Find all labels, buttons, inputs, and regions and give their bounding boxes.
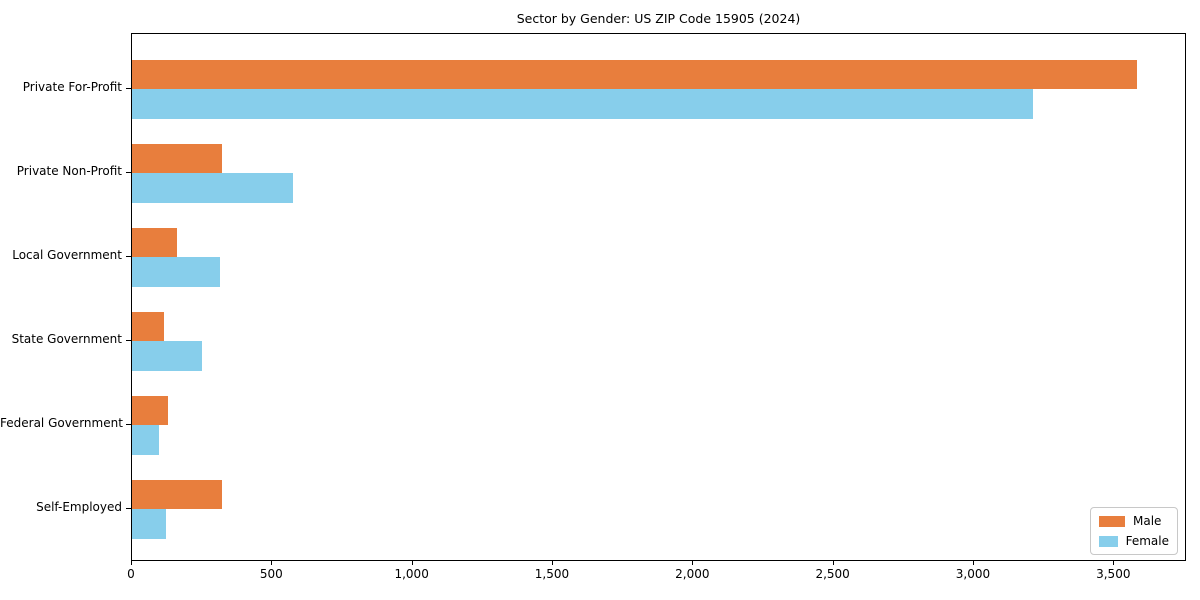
legend-label-male: Male	[1133, 514, 1162, 528]
bar-female-federal-government	[132, 425, 159, 455]
y-tick-label-self-employed: Self-Employed	[36, 500, 122, 514]
x-tick-mark	[692, 561, 694, 565]
x-tick-mark	[271, 561, 273, 565]
x-tick-mark	[832, 561, 834, 565]
y-tick-mark	[126, 424, 131, 425]
bar-male-local-government	[132, 227, 177, 257]
x-tick-label-3500: 3,500	[1096, 567, 1131, 581]
y-tick-mark	[126, 172, 131, 173]
bar-female-local-government	[132, 257, 221, 287]
x-tick-mark	[972, 561, 974, 565]
x-tick-label-3000: 3,000	[955, 567, 991, 581]
y-tick-mark	[126, 256, 131, 257]
bar-female-private-for-profit	[132, 89, 1033, 119]
y-tick-label-private-for-profit: Private For-Profit	[22, 80, 122, 94]
bar-male-private-for-profit	[132, 59, 1137, 89]
y-tick-label-federal-government: Federal Government	[0, 416, 123, 430]
bar-female-self-employed	[132, 509, 166, 539]
x-tick-label-1000: 1,000	[394, 567, 429, 581]
bar-male-state-government	[132, 311, 165, 341]
bar-male-federal-government	[132, 395, 169, 425]
legend-swatch-male-icon	[1099, 515, 1125, 527]
x-tick-mark	[551, 561, 553, 565]
x-tick-mark	[131, 561, 132, 565]
legend: Male Female	[1090, 507, 1178, 555]
y-tick-label-local-government: Local Government	[12, 248, 122, 262]
legend-label-female: Female	[1125, 534, 1169, 548]
x-tick-mark	[411, 561, 413, 565]
chart-title: Sector by Gender: US ZIP Code 15905 (202…	[516, 11, 801, 26]
y-tick-mark	[126, 88, 131, 89]
y-tick-label-state-government: State Government	[11, 332, 122, 346]
bar-female-private-non-profit	[132, 173, 294, 203]
x-tick-label-0: 0	[127, 567, 135, 581]
x-tick-mark	[1113, 561, 1115, 565]
bar-male-private-non-profit	[132, 143, 222, 173]
x-tick-label-2000: 2,000	[675, 567, 710, 581]
legend-item-male: Male	[1099, 514, 1169, 528]
x-tick-label-2500: 2,500	[815, 567, 850, 581]
y-tick-mark	[126, 508, 131, 509]
legend-swatch-female-icon	[1099, 535, 1118, 547]
legend-item-female: Female	[1099, 534, 1169, 548]
bar-male-self-employed	[132, 479, 222, 509]
bar-female-state-government	[132, 341, 203, 371]
y-tick-label-private-non-profit: Private Non-Profit	[16, 164, 122, 178]
y-tick-mark	[126, 340, 131, 341]
x-tick-label-1500: 1,500	[534, 567, 570, 581]
plot-area	[131, 33, 1186, 561]
x-tick-label-500: 500	[259, 567, 283, 581]
